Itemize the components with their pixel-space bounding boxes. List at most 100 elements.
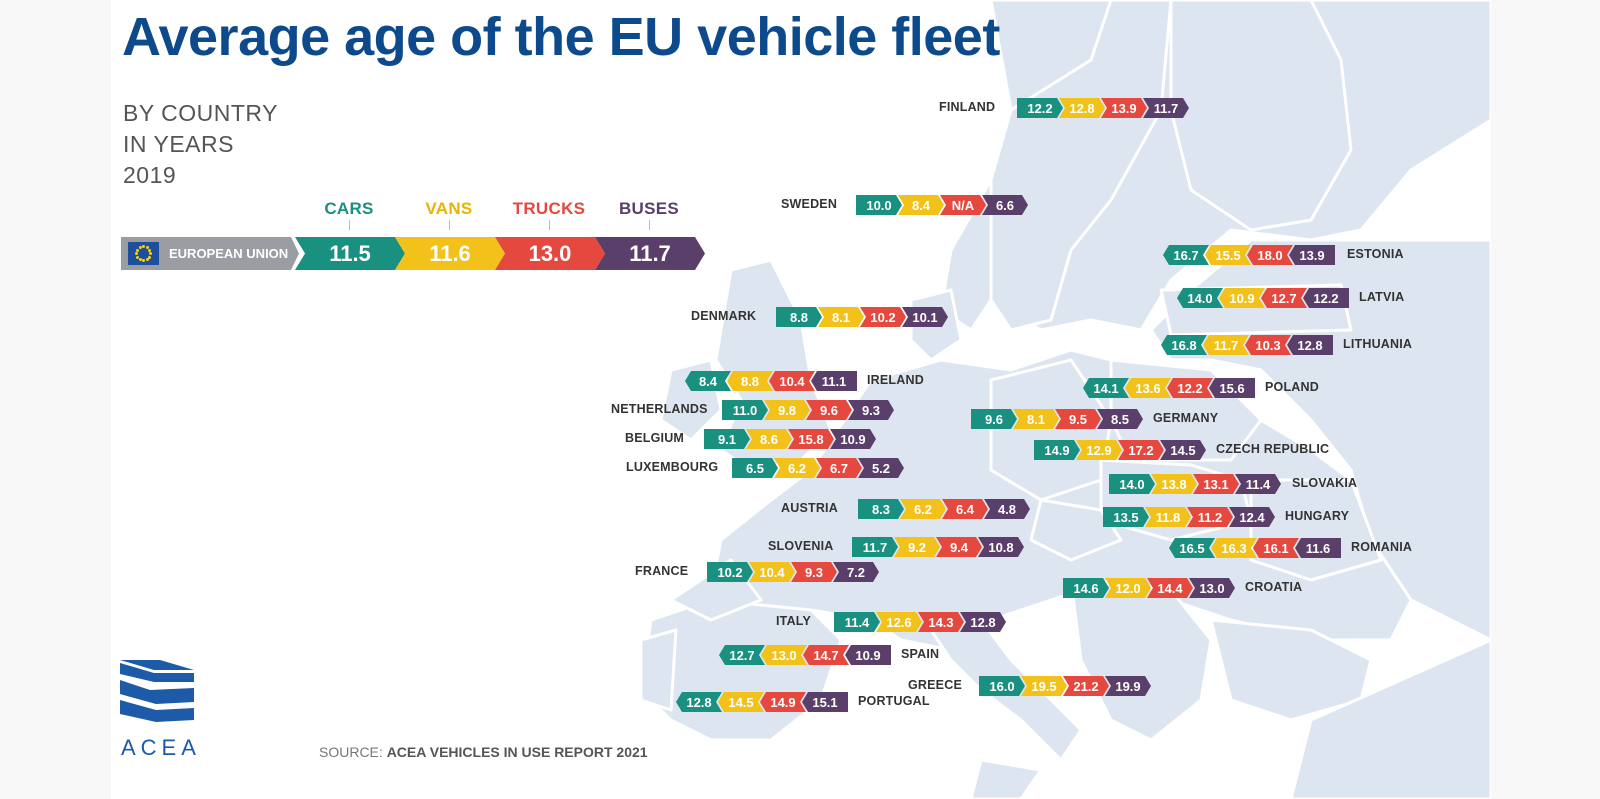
slovenia-vans-value: 9.2 — [894, 537, 940, 557]
romania-trucks-value: 16.1 — [1253, 538, 1299, 558]
greece-trucks-value: 21.2 — [1063, 676, 1109, 696]
infographic-canvas: Average age of the EU vehicle fleet BY C… — [111, 0, 1491, 799]
portugal-trucks-value: 14.9 — [760, 692, 806, 712]
finland-vans-value: 12.8 — [1059, 98, 1105, 118]
slovakia-cars-value: 14.0 — [1109, 474, 1155, 494]
subtitle-line: BY COUNTRY — [123, 100, 278, 126]
sweden-cars-value: 10.0 — [856, 195, 902, 215]
spain-buses-value: 10.9 — [845, 645, 891, 665]
country-label-austria: AUSTRIA — [781, 501, 838, 515]
country-label-slovakia: SLOVAKIA — [1292, 476, 1358, 490]
country-label-ireland: IRELAND — [867, 373, 924, 387]
estonia-buses-value: 13.9 — [1289, 245, 1335, 265]
ireland-buses-value: 11.1 — [811, 371, 857, 391]
eu-flag-star — [142, 245, 145, 248]
denmark-vans-value: 8.1 — [818, 307, 864, 327]
eu-label: EUROPEAN UNION — [169, 246, 289, 261]
portugal-buses-value: 15.1 — [802, 692, 848, 712]
denmark-cars-value: 8.8 — [776, 307, 822, 327]
latvia-vans-value: 10.9 — [1219, 288, 1265, 308]
slovenia-buses-value: 10.8 — [978, 537, 1024, 557]
country-label-spain: SPAIN — [901, 647, 940, 661]
greece-cars-value: 16.0 — [979, 676, 1025, 696]
netherlands-vans-value: 9.8 — [764, 400, 810, 420]
austria-trucks-value: 6.4 — [942, 499, 988, 519]
france-buses-value: 7.2 — [833, 562, 879, 582]
italy-trucks-value: 14.3 — [918, 612, 964, 632]
eu-flag-icon — [128, 242, 159, 265]
belgium-buses-value: 10.9 — [830, 429, 876, 449]
belgium-trucks-value: 15.8 — [788, 429, 834, 449]
estonia-vans-value: 15.5 — [1205, 245, 1251, 265]
romania-cars-value: 16.5 — [1169, 538, 1215, 558]
poland-vans-value: 13.6 — [1125, 378, 1171, 398]
spain-vans-value: 13.0 — [761, 645, 807, 665]
estonia-trucks-value: 18.0 — [1247, 245, 1293, 265]
source-prefix: SOURCE: — [319, 744, 383, 760]
eu-buses-value: 11.7 — [595, 237, 705, 270]
latvia-buses-value: 12.2 — [1303, 288, 1349, 308]
finland-buses-value: 11.7 — [1143, 98, 1189, 118]
latvia-trucks-value: 12.7 — [1261, 288, 1307, 308]
croatia-buses-value: 13.0 — [1189, 578, 1235, 598]
portugal-cars-value: 12.8 — [676, 692, 722, 712]
subtitle: BY COUNTRY IN YEARS 2019 — [123, 98, 278, 191]
germany-buses-value: 8.5 — [1097, 409, 1143, 429]
romania-vans-value: 16.3 — [1211, 538, 1257, 558]
lithuania-cars-value: 16.8 — [1161, 335, 1207, 355]
romania-buses-value: 11.6 — [1295, 538, 1341, 558]
country-label-estonia: ESTONIA — [1347, 247, 1404, 261]
country-label-latvia: LATVIA — [1359, 290, 1405, 304]
legend-buses: BUSES — [618, 199, 680, 218]
finland-trucks-value: 13.9 — [1101, 98, 1147, 118]
country-label-germany: GERMANY — [1153, 411, 1219, 425]
germany-trucks-value: 9.5 — [1055, 409, 1101, 429]
france-trucks-value: 9.3 — [791, 562, 837, 582]
germany-vans-value: 8.1 — [1013, 409, 1059, 429]
croatia-cars-value: 14.6 — [1063, 578, 1109, 598]
eu-flag-star — [145, 258, 149, 262]
spain-cars-value: 12.7 — [719, 645, 765, 665]
slovakia-trucks-value: 13.1 — [1193, 474, 1239, 494]
country-label-portugal: PORTUGAL — [858, 694, 930, 708]
eu-label-bar: EUROPEAN UNION — [121, 237, 299, 270]
poland-trucks-value: 12.2 — [1167, 378, 1213, 398]
country-label-netherlands: NETHERLANDS — [611, 402, 708, 416]
lithuania-vans-value: 11.7 — [1203, 335, 1249, 355]
source-text: ACEA VEHICLES IN USE REPORT 2021 — [386, 744, 648, 760]
italy-cars-value: 11.4 — [834, 612, 880, 632]
czech-republic-trucks-value: 17.2 — [1118, 440, 1164, 460]
italy-vans-value: 12.6 — [876, 612, 922, 632]
slovakia-vans-value: 13.8 — [1151, 474, 1197, 494]
ireland-vans-value: 8.8 — [727, 371, 773, 391]
eu-trucks-value: 13.0 — [495, 237, 605, 270]
subtitle-line: 2019 — [123, 162, 177, 188]
eu-flag-star — [149, 252, 152, 255]
sweden-trucks-value: N/A — [940, 195, 986, 215]
eu-flag-star — [138, 245, 142, 249]
ireland-cars-value: 8.4 — [685, 371, 731, 391]
latvia-cars-value: 14.0 — [1177, 288, 1223, 308]
acea-logo-text: ACEA — [121, 735, 201, 760]
eu-flag-star — [145, 245, 149, 249]
eu-flag-star — [142, 259, 145, 262]
sweden-buses-value: 6.6 — [982, 195, 1028, 215]
netherlands-buses-value: 9.3 — [848, 400, 894, 420]
legend-tick — [549, 220, 550, 230]
country-label-france: FRANCE — [635, 564, 689, 578]
finland-cars-value: 12.2 — [1017, 98, 1063, 118]
france-vans-value: 10.4 — [749, 562, 795, 582]
hungary-trucks-value: 11.2 — [1187, 507, 1233, 527]
greece-buses-value: 19.9 — [1105, 676, 1151, 696]
country-label-italy: ITALY — [776, 614, 812, 628]
slovenia-cars-value: 11.7 — [852, 537, 898, 557]
page-title: Average age of the EU vehicle fleet — [122, 7, 1000, 67]
subtitle-line: IN YEARS — [123, 131, 234, 157]
country-label-hungary: HUNGARY — [1285, 509, 1350, 523]
ireland-trucks-value: 10.4 — [769, 371, 815, 391]
denmark-buses-value: 10.1 — [902, 307, 948, 327]
legend-vans: VANS — [425, 199, 473, 218]
czech-republic-cars-value: 14.9 — [1034, 440, 1080, 460]
hungary-cars-value: 13.5 — [1103, 507, 1149, 527]
netherlands-trucks-value: 9.6 — [806, 400, 852, 420]
